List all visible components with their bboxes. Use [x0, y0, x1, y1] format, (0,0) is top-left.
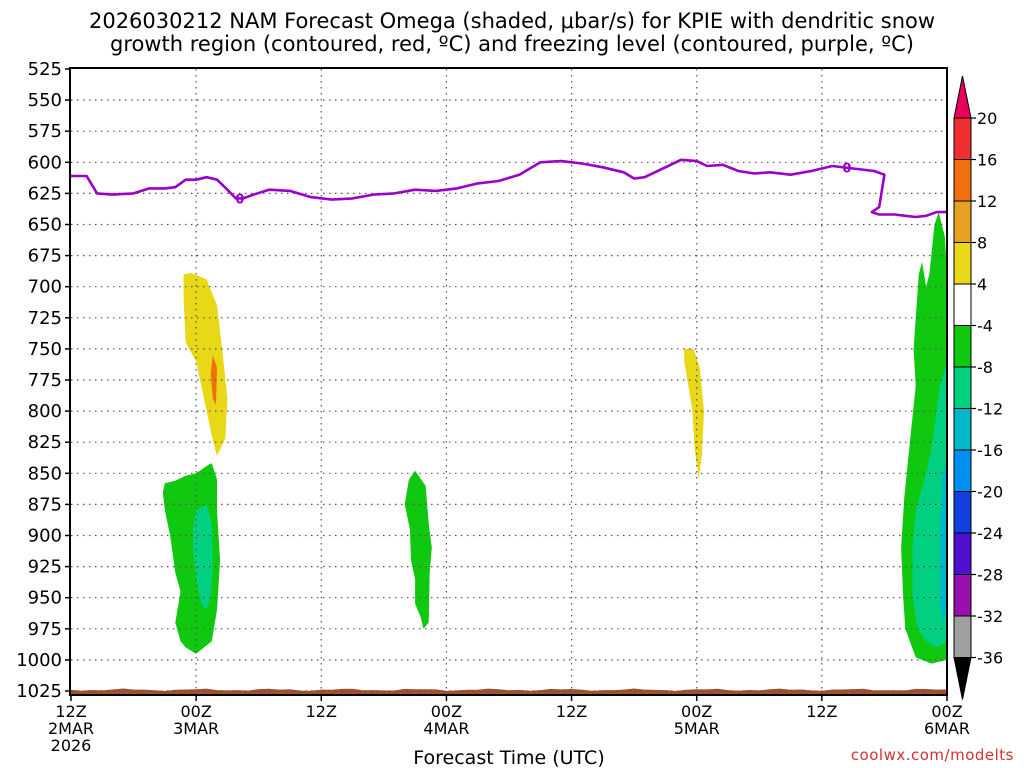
colorbar-label-4: 4 [977, 275, 987, 294]
credit-text: coolwx.com/modelts [850, 746, 1014, 764]
freezing-level-line [71, 158, 947, 219]
y-tick-label-650: 650 [28, 215, 62, 236]
colorbar-label-7: -12 [977, 400, 1003, 419]
chart-title-line-1: 2026030212 NAM Forecast Omega (shaded, μ… [88, 9, 936, 33]
x-tick-label-60-0: 00Z [681, 702, 712, 721]
colorbar-label-1: 16 [977, 151, 997, 170]
y-tick-label-900: 900 [28, 526, 62, 547]
x-tick-label-0-2: 2026 [51, 736, 92, 755]
plot-frame [69, 67, 948, 696]
y-tick-label-775: 775 [28, 370, 62, 391]
y-tick-label-850: 850 [28, 463, 62, 484]
x-tick-label-72-0: 12Z [806, 702, 837, 721]
colorbar-label-0: 20 [977, 109, 997, 128]
colorbar: 20 16 12 8 4 -4 -8 -12 -16 -20 -24 -28 -32 -36 [953, 75, 1003, 700]
y-tick-label-950: 950 [28, 588, 62, 609]
freezing-level-contour: 00 [71, 158, 947, 219]
colorbar-label-10: -24 [977, 524, 1003, 543]
colorbar-label-13: -36 [977, 649, 1003, 668]
colorbar-label-6: -8 [977, 358, 993, 377]
omega-region-4 [404, 470, 432, 629]
colorbar-swatch-12 [953, 574, 972, 617]
colorbar-swatch-5 [953, 283, 972, 326]
y-tick-label-825: 825 [28, 432, 62, 453]
grid-lines [71, 69, 947, 695]
y-tick-label-1000: 1000 [16, 650, 62, 671]
colorbar-swatch-0 [953, 75, 972, 119]
colorbar-swatch-7 [953, 366, 972, 409]
x-tick-label-36-0: 00Z [431, 702, 462, 721]
x-tick-label-60-1: 5MAR [674, 719, 720, 738]
colorbar-label-2: 12 [977, 192, 997, 211]
y-tick-label-600: 600 [28, 152, 62, 173]
x-tick-label-0-0: 12Z [55, 702, 86, 721]
y-tick-label-625: 625 [28, 183, 62, 204]
omega-region-3 [193, 504, 213, 611]
x-tick-label-12-1: 3MAR [173, 719, 219, 738]
y-tick-label-575: 575 [28, 121, 62, 142]
colorbar-label-11: -28 [977, 566, 1003, 585]
colorbar-swatch-4 [953, 242, 972, 285]
colorbar-label-8: -16 [977, 441, 1003, 460]
y-tick-label-725: 725 [28, 308, 62, 329]
y-tick-label-925: 925 [28, 557, 62, 578]
colorbar-swatch-2 [953, 159, 972, 202]
colorbar-label-12: -32 [977, 607, 1003, 626]
colorbar-swatch-11 [953, 532, 972, 575]
y-tick-label-1025: 1025 [16, 681, 62, 702]
x-tick-label-12-0: 00Z [180, 702, 211, 721]
colorbar-swatch-9 [953, 449, 972, 492]
colorbar-swatch-3 [953, 200, 972, 243]
y-tick-label-800: 800 [28, 401, 62, 422]
y-axis: 525 550 575 600 625 650 675 700 725 750 775 800 825 8… [16, 59, 71, 702]
y-tick-label-750: 750 [28, 339, 62, 360]
colorbar-swatch-10 [953, 491, 972, 534]
y-tick-label-675: 675 [28, 246, 62, 267]
freezing-level-label-1: 0 [842, 161, 851, 176]
omega-shading [71, 212, 947, 695]
x-tick-label-36-1: 4MAR [423, 719, 469, 738]
surface-band [71, 688, 947, 695]
colorbar-label-9: -20 [977, 483, 1003, 502]
y-tick-label-700: 700 [28, 277, 62, 298]
colorbar-label-5: -4 [977, 317, 993, 336]
omega-region-1 [210, 355, 217, 405]
x-axis-label: Forecast Time (UTC) [413, 747, 604, 768]
y-tick-label-525: 525 [28, 59, 62, 80]
colorbar-swatch-14 [953, 657, 972, 700]
colorbar-swatch-13 [953, 615, 972, 658]
colorbar-swatch-6 [953, 325, 972, 368]
colorbar-swatch-8 [953, 408, 972, 451]
colorbar-label-3: 8 [977, 234, 987, 253]
omega-region-8 [939, 460, 947, 623]
omega-region-0 [183, 273, 228, 456]
y-tick-label-875: 875 [28, 494, 62, 515]
colorbar-swatch-1 [953, 117, 972, 160]
x-tick-label-24-0: 12Z [306, 702, 337, 721]
y-tick-label-550: 550 [28, 90, 62, 111]
chart-title-line-2: growth region (contoured, red, ºC) and f… [110, 32, 914, 56]
omega-region-5 [684, 348, 704, 480]
x-tick-label-84-1: 6MAR [924, 719, 970, 738]
y-tick-label-975: 975 [28, 619, 62, 640]
x-tick-label-84-0: 00Z [931, 702, 962, 721]
freezing-level-label-0: 0 [235, 192, 244, 207]
x-tick-label-0-1: 2MAR [48, 719, 94, 738]
x-tick-label-48-0: 12Z [556, 702, 587, 721]
